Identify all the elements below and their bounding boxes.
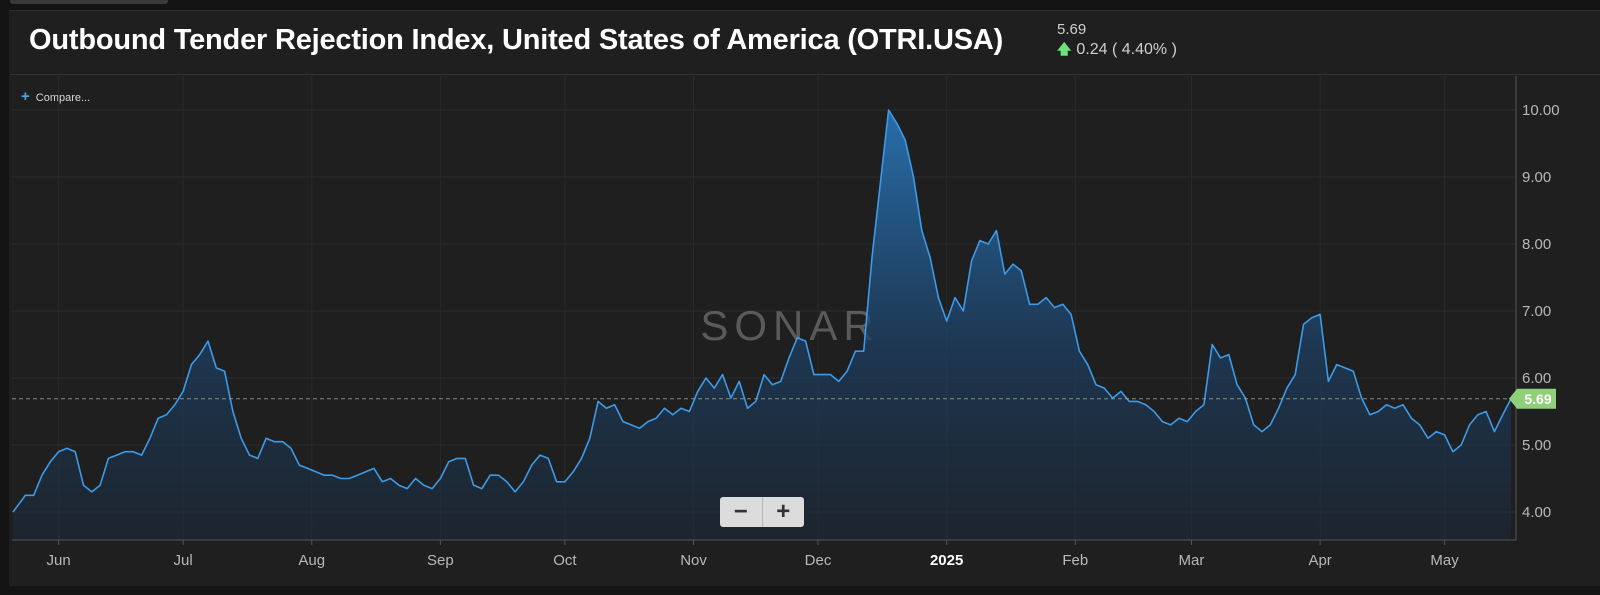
up-arrow-icon: 🡅: [1057, 41, 1072, 57]
x-tick-label: Sep: [427, 552, 454, 569]
x-tick-label: Mar: [1179, 552, 1205, 569]
x-tick-label: May: [1430, 552, 1459, 569]
compare-button[interactable]: + Compare...: [21, 88, 90, 105]
x-tick-label: Oct: [553, 552, 577, 569]
change-row: 🡅 0.24 ( 4.40% ): [1057, 39, 1177, 60]
sonar-watermark: SONAR: [700, 302, 879, 349]
y-tick-label: 8.00: [1522, 236, 1551, 253]
x-tick-label: Apr: [1308, 552, 1331, 569]
y-tick-label: 9.00: [1522, 169, 1551, 186]
zoom-in-button[interactable]: +: [761, 497, 805, 527]
x-tick-label: 2025: [930, 552, 963, 569]
y-tick-label: 10.00: [1522, 102, 1560, 119]
chart-title: Outbound Tender Rejection Index, United …: [29, 24, 1004, 56]
x-tick-label: Feb: [1062, 552, 1088, 569]
x-tick-label: Dec: [805, 552, 832, 569]
last-value-label: 5.69: [1524, 391, 1551, 407]
y-tick-label: 5.00: [1522, 437, 1551, 454]
x-tick-label: Jun: [47, 552, 71, 569]
compare-label: Compare...: [35, 92, 91, 104]
zoom-out-button[interactable]: −: [733, 498, 748, 525]
y-tick-label: 6.00: [1522, 370, 1551, 387]
y-tick-label: 7.00: [1522, 303, 1551, 320]
change-value: 0.24 ( 4.40% ): [1076, 41, 1177, 58]
top-tab-stub[interactable]: [10, 0, 168, 4]
series-area: [13, 110, 1511, 540]
x-tick-label: Nov: [680, 552, 707, 569]
x-tick-label: Aug: [298, 552, 325, 569]
last-value-badge: [1509, 388, 1556, 409]
zoom-controls: − +: [720, 497, 804, 527]
x-tick-label: Jul: [174, 552, 193, 569]
current-value-box: 5.69 🡅 0.24 ( 4.40% ): [1057, 22, 1177, 60]
series-line: [12, 109, 1512, 513]
header-divider: [10, 74, 1600, 75]
plus-icon: +: [21, 88, 30, 105]
current-value: 5.69: [1057, 21, 1087, 38]
y-tick-label: 4.00: [1522, 504, 1551, 521]
